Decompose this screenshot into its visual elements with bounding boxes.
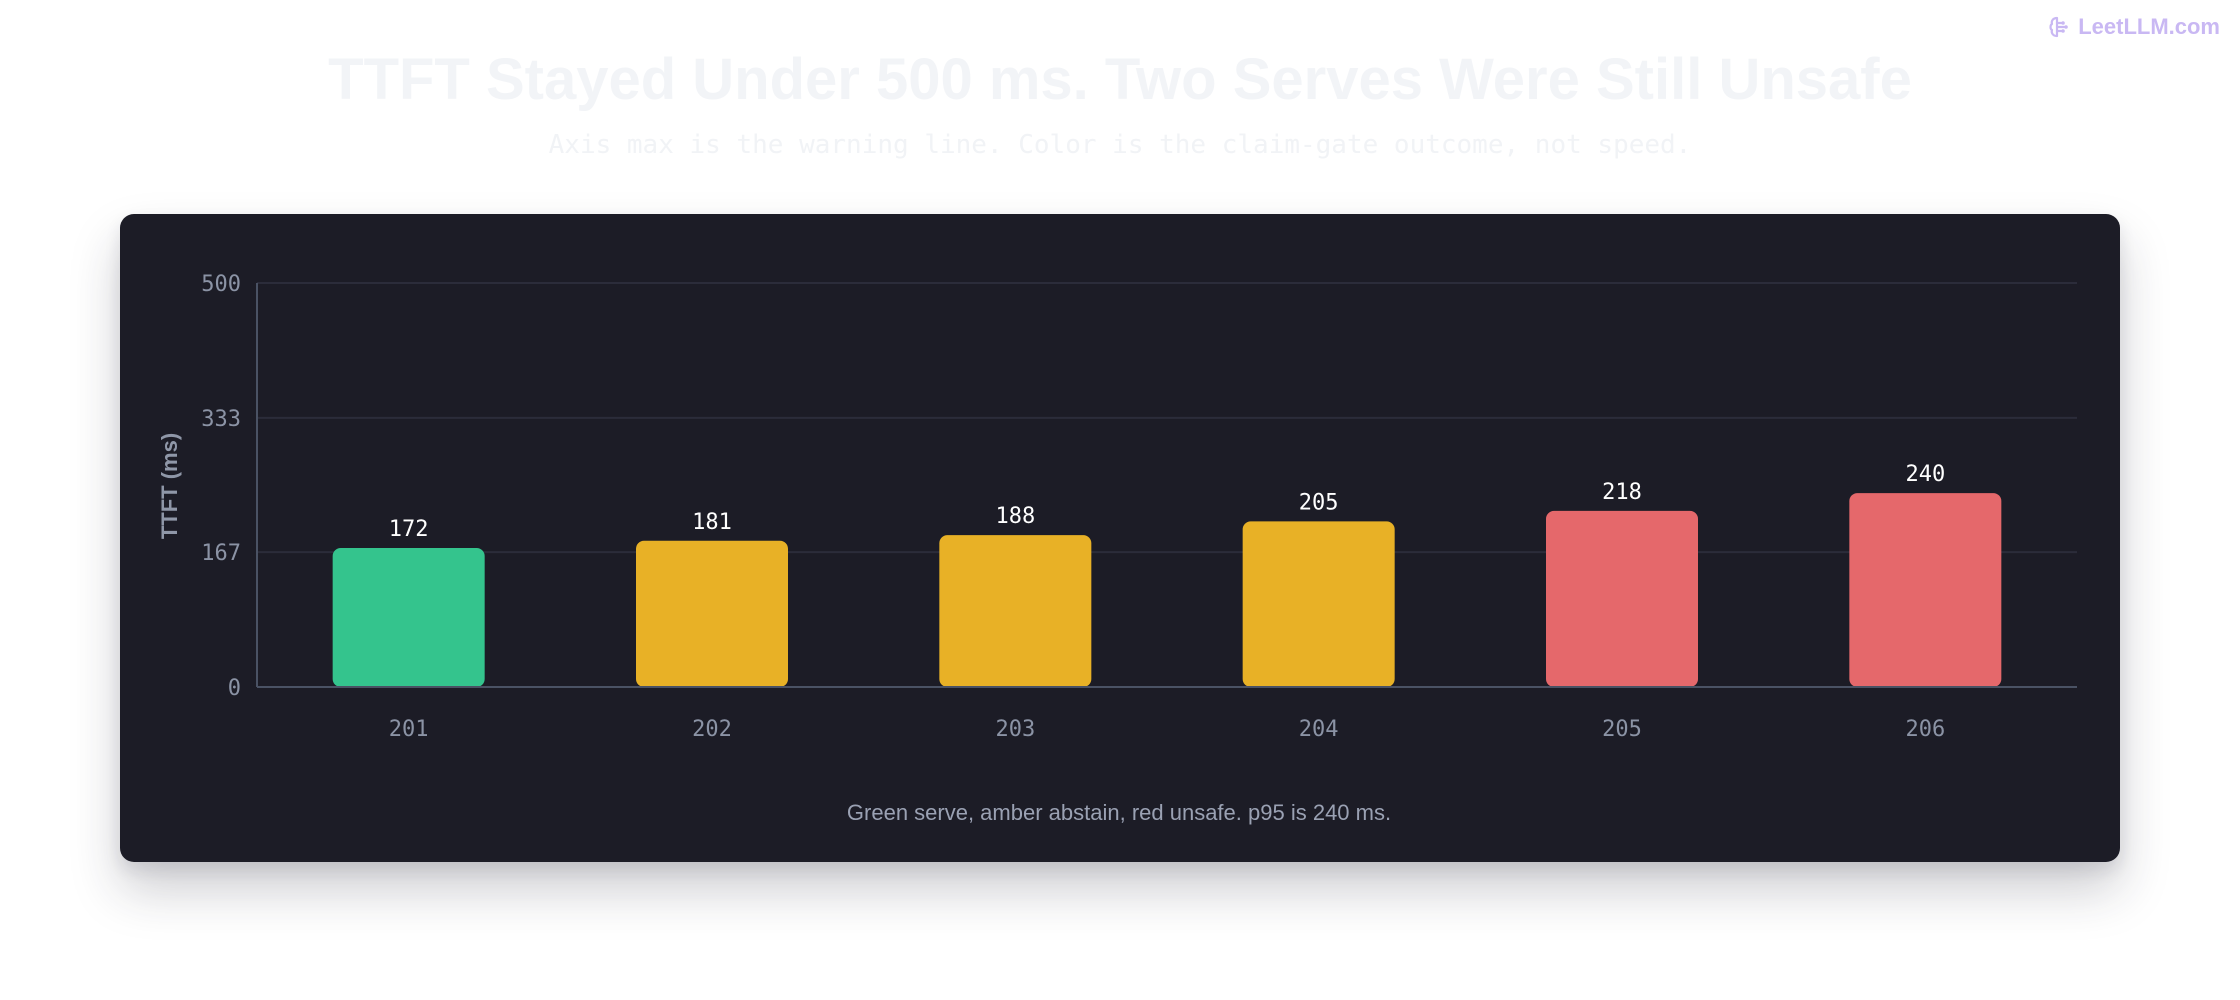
x-tick-label: 203 xyxy=(995,717,1035,742)
brand-name: LeetLLM.com xyxy=(2078,14,2220,39)
y-tick-label: 167 xyxy=(201,541,241,566)
bar-205 xyxy=(1546,510,1698,687)
data-label: 205 xyxy=(1299,490,1339,515)
x-tick-label: 201 xyxy=(389,717,429,742)
chart-title: TTFT Stayed Under 500 ms. Two Serves Wer… xyxy=(328,47,1912,112)
bars xyxy=(332,493,2002,687)
grid-lines xyxy=(257,282,2077,554)
y-axis-label: TTFT (ms) xyxy=(157,433,182,539)
bar-202 xyxy=(636,540,788,687)
x-tick-label: 205 xyxy=(1602,717,1642,742)
data-label: 172 xyxy=(389,517,429,542)
brand-logo[interactable]: LeetLLM.com xyxy=(2048,14,2220,40)
data-label: 188 xyxy=(995,504,1035,529)
y-tick-label: 500 xyxy=(201,272,241,297)
data-label: 181 xyxy=(692,510,732,535)
data-label: 240 xyxy=(1905,462,1945,487)
bar-chart: 0 167 333 500 172 201 181 202 188 203 205 204 218 205… xyxy=(157,272,2077,825)
chart-card: 0 167 333 500 172 201 181 202 188 203 205 204 218 205… xyxy=(120,214,2120,862)
y-tick-label: 0 xyxy=(228,676,241,701)
x-tick-label: 202 xyxy=(692,717,732,742)
chart-subtitle: Axis max is the warning line. Color is t… xyxy=(548,130,1692,160)
x-tick-label: 204 xyxy=(1299,717,1339,742)
brain-icon xyxy=(2049,16,2069,38)
bar-206 xyxy=(1849,493,2002,687)
bar-204 xyxy=(1242,521,1395,687)
y-tick-label: 333 xyxy=(201,407,241,432)
bar-201 xyxy=(332,548,485,687)
x-tick-label: 206 xyxy=(1905,717,1945,742)
data-label: 218 xyxy=(1602,480,1642,505)
axes xyxy=(256,283,2077,688)
chart-caption: Green serve, amber abstain, red unsafe. … xyxy=(847,800,1391,825)
labels: 0 167 333 500 172 201 181 202 188 203 205 204 218 205… xyxy=(201,272,1945,742)
bar-203 xyxy=(939,535,1092,687)
